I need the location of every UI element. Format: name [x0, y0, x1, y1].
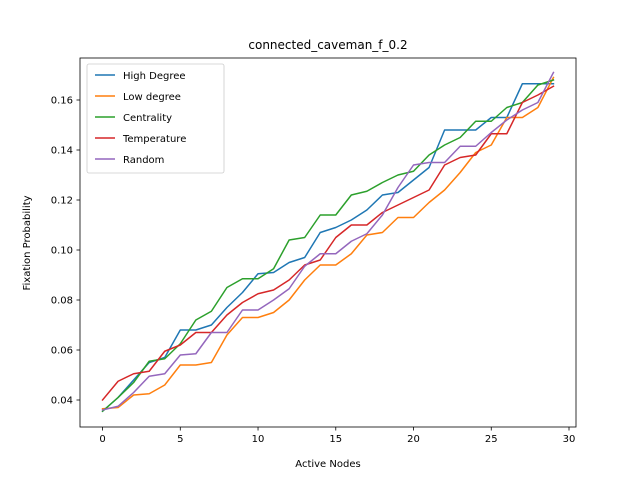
legend-label-4: Random — [123, 155, 164, 166]
y-tick-label: 0.06 — [51, 346, 73, 357]
legend-label-2: Centrality — [123, 113, 172, 124]
legend-box — [86, 63, 225, 174]
x-tick-label: 5 — [177, 434, 183, 445]
y-tick-label: 0.16 — [51, 96, 73, 107]
legend-label-0: High Degree — [123, 71, 186, 82]
plot-area: 0 5 10 15 20 25 30 0.04 0.06 0.08 0.10 0.12 0.14 0.16 — [51, 57, 577, 445]
series-line-3 — [101, 85, 555, 402]
x-tick-label: 30 — [563, 434, 576, 445]
x-tick-label: 15 — [329, 434, 342, 445]
legend-label-3: Temperature — [122, 134, 186, 145]
legend: High Degree Low degree Centrality Temperatu… — [86, 63, 225, 174]
y-tick-label: 0.12 — [51, 196, 73, 207]
x-axis-label: Active Nodes — [295, 459, 360, 470]
legend-label-1: Low degree — [123, 92, 181, 103]
x-tick-label: 25 — [485, 434, 498, 445]
axes-frame — [79, 57, 577, 428]
y-tick-label: 0.10 — [51, 246, 73, 257]
chart-title: connected_caveman_f_0.2 — [248, 38, 407, 52]
y-tick-label: 0.04 — [51, 396, 73, 407]
y-axis-label: Fixation Probability — [22, 195, 33, 290]
x-tick-label: 0 — [99, 434, 105, 445]
x-tick-label: 20 — [407, 434, 420, 445]
y-tick-label: 0.14 — [51, 146, 73, 157]
series-line-0 — [101, 83, 555, 413]
series-line-4 — [101, 71, 555, 411]
y-tick-label: 0.08 — [51, 296, 73, 307]
x-tick-label: 10 — [252, 434, 265, 445]
